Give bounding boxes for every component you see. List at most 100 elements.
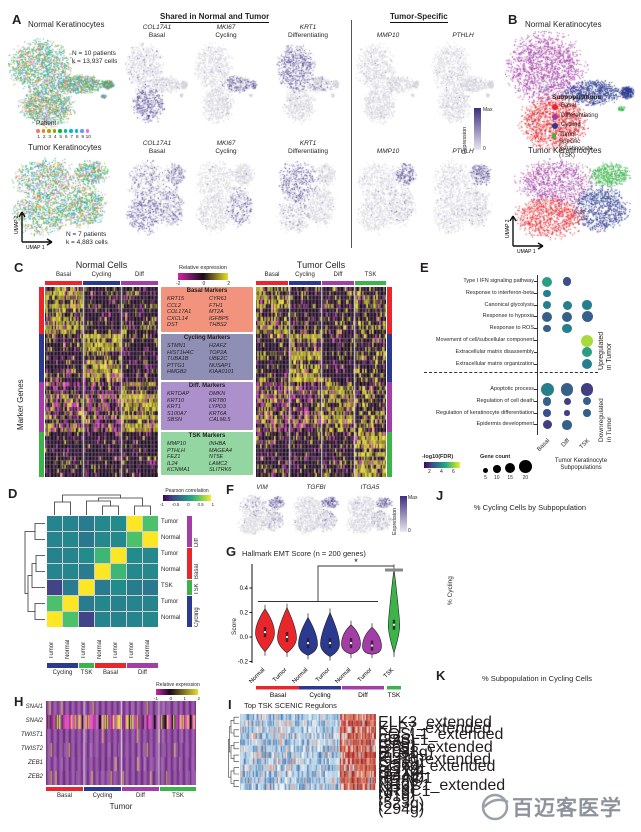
patient-number: 10 [85,135,91,140]
i-dendrogram [228,716,239,787]
fdr-tick: 2 [428,469,431,475]
pearson-colorbar-gradient [163,495,211,501]
patient-number: 3 [48,135,52,140]
umap-normal-subpop-canvas [505,30,637,154]
e-up-label: in Tumor [606,342,613,370]
tick: 2 [227,281,230,287]
expression-colorbar: Expression Max 0 [462,100,498,158]
gene-count-dot [493,465,501,473]
tick [534,281,537,282]
d-row-group-strip [187,596,192,627]
patient-number: 1 [37,135,41,140]
d-row-label: TSK [161,583,173,589]
legend-swatch [552,104,558,110]
d-col-group-strip [127,663,158,668]
marker-gene: NUSAP1 [209,362,232,369]
patient-number: 7 [70,135,74,140]
matrix-cell [111,596,126,611]
svg-text:UMAP 1: UMAP 1 [26,245,45,251]
subpopulations-legend-title: Subpopulations [552,94,602,101]
pathway-dot [562,323,572,334]
marker-gene: KRT80 [209,397,227,404]
pathway-dot [582,300,592,310]
marker-gene: FEZ1 [167,454,181,461]
pearson-colorbar-label: Pearson correlation [165,488,209,494]
tumor-MKI67-subpop-label: Cycling [215,148,237,155]
panel-j-ylabel: % Cycling [447,576,454,605]
marker-gene: KCNMA1 [167,467,190,474]
marker-gene: STMN1 [167,343,186,349]
panel-a-letter: A [12,12,22,27]
panel-d-letter: D [8,486,18,501]
tick: -1 [154,696,159,701]
matrix-cell [79,548,94,563]
tick: 0 [169,696,172,701]
matrix-cell [143,612,158,627]
h-gene-label: SNAI1 [25,704,43,710]
matrix-cell [47,548,62,563]
d-col-group-strip [79,663,94,668]
pathway-label: Movement of cell/subcellular component [435,337,534,343]
matrix-cell [79,596,94,611]
regulon-label: KLF7_extended (85g) [378,719,491,755]
column-header-cycling: Cycling [91,272,112,278]
panel-h-letter: H [14,694,24,709]
tumor-KRT1-label: KRT1 [299,140,317,147]
tumor-specific-header: Tumor-Specific [390,12,448,23]
column-strip-diff [121,281,158,285]
pathway-dot [580,383,594,396]
matrix-cell [79,516,94,531]
panel-a-tumor-stats: N = 7 patients k = 4,883 cells [66,231,108,247]
scenic-heatmap-canvas [240,714,376,790]
normal-MKI67-label: MKI67 [216,24,236,31]
matrix-cell [79,564,94,579]
fdr-tick: 4 [440,469,443,475]
svg-text:UMAP 2: UMAP 2 [505,219,511,238]
matrix-cell [127,532,142,547]
relative-expression-gradient [178,273,228,280]
h-col-strip [84,787,121,791]
tumor-PTHLH-label: PTHLH [452,148,474,155]
matrix-cell [111,612,126,627]
umap-tumor-patient-canvas [10,154,115,244]
marker-box-3: Diff. Markers KRTDAP DMKN KRT10 KRT80 KRT1 LYP… [161,382,253,430]
d-row-group-label: Diff [194,538,200,547]
matrix-cell [47,612,62,627]
pathway-dot [564,410,570,416]
d-col-label: Tumor [81,641,87,659]
matrix-cell [47,564,62,579]
d-col-label: Normal [97,639,103,659]
d-col-group-label: Basal [102,670,118,676]
marker-gene: DMKN [209,391,226,397]
patient-dot-8 [74,129,78,133]
row-block-strip [39,382,44,432]
regulon-label: FOSL1_extended (1038g) [378,726,504,762]
row-block-strip [39,432,44,477]
pathway-dot [542,300,552,310]
normal-COL17A1-label: COL17A1 [142,24,172,31]
matrix-cell [143,580,158,595]
regulon-label: NR3C1_extended (523g) [378,776,506,812]
h-col-strip [160,787,196,791]
svg-text:TSK: TSK [383,667,395,679]
marker-gene: MAGEA4 [209,447,232,454]
regulon-label: SOX4_extended (51g) [378,757,496,793]
regulon-label: FOSL1 (831g) [378,732,429,768]
fdr-legend-label: -log10(FDR) [422,454,454,460]
h-col-label: TSK [172,793,184,799]
legend-label: Differentiating [561,112,598,119]
pathway-dot [581,358,593,370]
d-col-label: Normal [145,639,151,659]
e-divider [424,372,598,373]
marker-gene: TOP2A [209,349,227,356]
matrix-cell [47,532,62,547]
d-row-label: Tumor [161,599,179,605]
umap-normal-patient-canvas [8,38,116,130]
relative-expression-ticks: -2 0 2 [176,281,230,287]
h-gene-label: TWIST1 [21,732,43,738]
normal-cells-heatmap-canvas [45,287,158,477]
matrix-cell [95,564,110,579]
tick [534,304,537,306]
column-header-diff: Diff [135,272,144,278]
h-colorbar-ticks: -1 0 1 2 [154,696,200,701]
